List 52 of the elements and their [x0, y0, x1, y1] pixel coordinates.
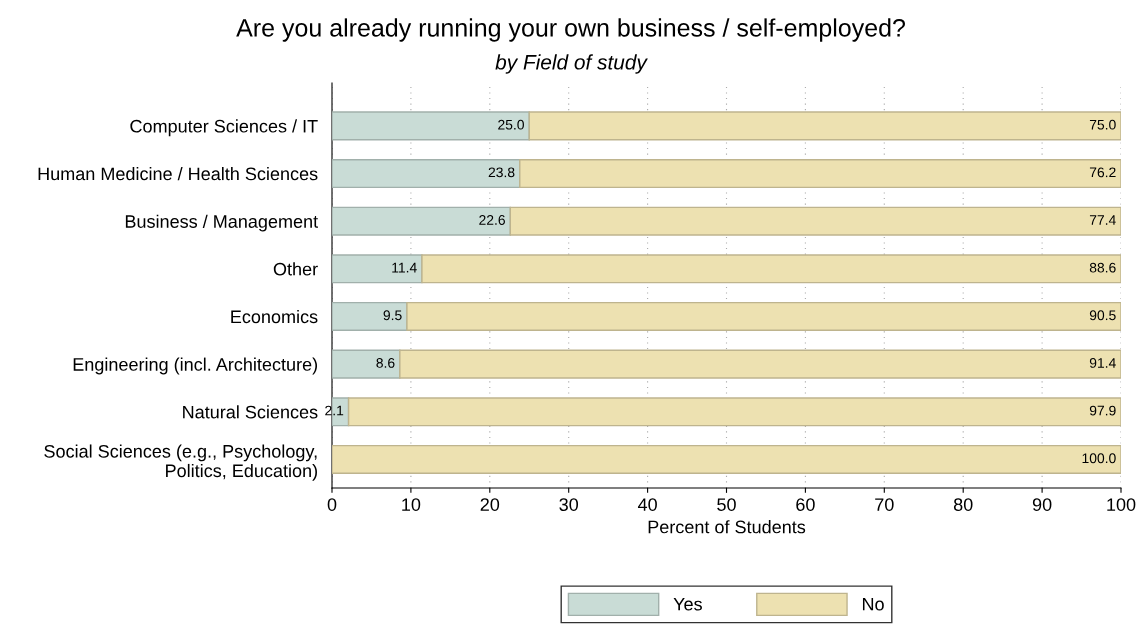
x-tick-label: 50	[717, 498, 736, 511]
data-label: 8.6	[376, 358, 395, 368]
legend-label: No	[862, 597, 884, 611]
bar	[347, 397, 1121, 427]
y-tick-label: Economics	[231, 309, 318, 324]
data-label: 75.0	[1089, 119, 1116, 130]
x-tick-label: 30	[559, 498, 579, 511]
x-tick-label: 60	[796, 498, 815, 511]
x-tick-label: 10	[402, 498, 421, 511]
bar	[421, 254, 1121, 284]
chart-title: Are you already running your own business / self-employed?	[236, 18, 905, 42]
x-tick-label: 100	[1107, 498, 1136, 511]
bar	[332, 301, 408, 331]
y-tick-label: Engineering (incl. Architecture)	[73, 357, 318, 375]
bar	[528, 111, 1121, 141]
x-tick-label: 40	[637, 498, 657, 511]
legend-label: Yes	[673, 597, 702, 611]
y-tick-label: Other	[273, 262, 318, 276]
data-label: 25.0	[498, 119, 524, 130]
data-label: 9.5	[383, 310, 402, 321]
bar	[332, 111, 530, 141]
x-tick-label: 80	[953, 498, 973, 511]
bar	[406, 301, 1121, 331]
data-label: 77.4	[1089, 215, 1116, 225]
data-label: 22.6	[479, 215, 505, 225]
data-label: 11.4	[392, 262, 417, 273]
y-tick-label: Business / Management	[125, 214, 318, 232]
x-tick-label: 20	[480, 498, 500, 511]
data-label: 97.9	[1089, 405, 1116, 416]
bar	[399, 349, 1121, 379]
x-tick-label: 70	[875, 498, 894, 511]
y-tick-label: Natural Sciences	[183, 405, 318, 419]
data-label: 91.4	[1089, 358, 1116, 368]
bar	[509, 206, 1121, 236]
bar	[332, 349, 401, 379]
bar	[519, 159, 1121, 189]
data-label: 23.8	[488, 167, 515, 178]
x-tick-label: 0	[327, 498, 337, 511]
data-label: 100.0	[1082, 453, 1116, 464]
data-label: 88.6	[1089, 262, 1116, 273]
bar	[332, 206, 512, 236]
bar	[332, 444, 1121, 474]
y-tick-label: Social Sciences (e.g., Psychology, Politics, Education)	[44, 444, 317, 481]
x-tick-label: 90	[1032, 498, 1052, 511]
x-axis-title: Percent of Students	[648, 520, 806, 534]
data-label: 90.5	[1089, 310, 1116, 321]
data-label: 76.2	[1089, 167, 1116, 178]
chart-subtitle: by Field of study	[495, 54, 648, 74]
y-tick-label: Computer Sciences / IT	[130, 119, 318, 137]
data-label: 2.1	[325, 405, 344, 416]
bar	[332, 159, 521, 189]
y-tick-label: Human Medicine / Health Sciences	[38, 166, 318, 181]
